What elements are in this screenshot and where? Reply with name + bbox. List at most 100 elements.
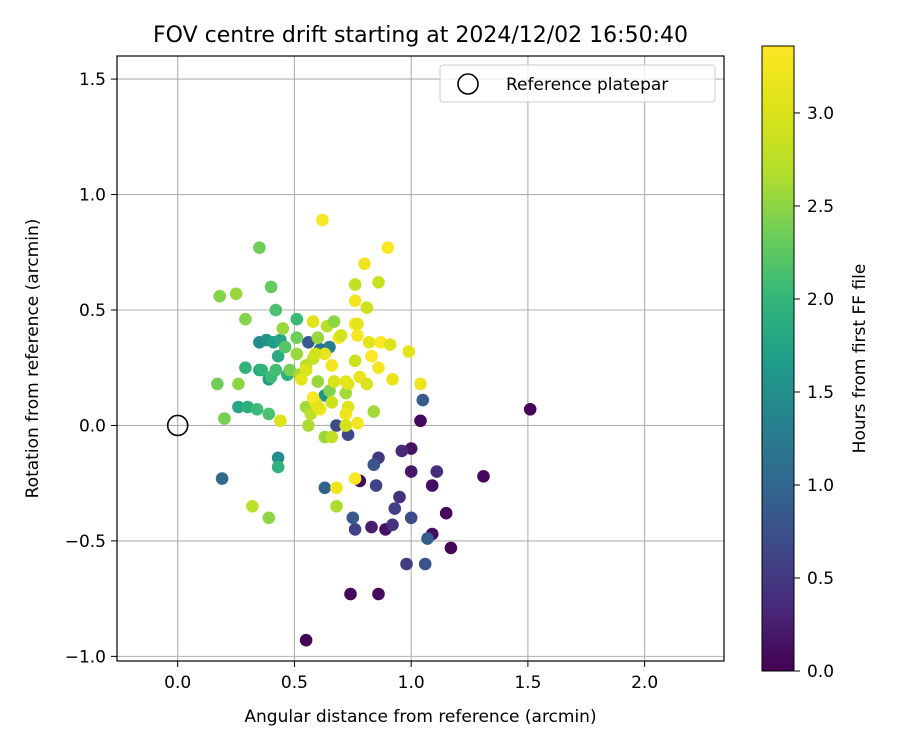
reference-platepar-point [166, 414, 189, 437]
y-tick-label: 1.5 [79, 70, 106, 90]
data-point [269, 303, 283, 317]
data-point [327, 315, 341, 328]
data-point [404, 511, 418, 525]
x-axis-label: Angular distance from reference (arcmin) [244, 707, 596, 727]
y-axis-ticks: −1.0 −0.5 0.0 0.5 1.0 1.5 [65, 70, 117, 667]
data-point [306, 315, 320, 328]
x-tick-label: 1.5 [514, 673, 541, 693]
data-point [367, 458, 381, 472]
x-tick-label: 0.5 [281, 673, 308, 693]
data-point [348, 523, 362, 536]
data-point [372, 587, 385, 601]
data-point [404, 442, 418, 455]
data-point [404, 465, 418, 478]
data-point [311, 331, 325, 345]
data-point [250, 403, 264, 416]
data-points [211, 213, 537, 647]
colorbar-tick-label: 3.0 [807, 104, 834, 124]
data-point [271, 451, 285, 465]
data-point [318, 347, 332, 361]
data-point [358, 257, 371, 271]
data-point [360, 377, 374, 391]
data-point [414, 414, 427, 428]
data-point [311, 375, 325, 388]
data-point [400, 557, 413, 571]
data-point [213, 289, 226, 303]
x-tick-label: 0.0 [164, 673, 191, 693]
data-point [439, 506, 453, 520]
data-point [290, 331, 304, 345]
legend-label-reference-platepar: Reference platepar [506, 75, 668, 95]
data-point [276, 322, 290, 335]
legend: Reference platepar [439, 64, 716, 103]
data-point [299, 633, 313, 647]
data-point [271, 349, 285, 363]
data-point [262, 511, 276, 525]
data-point [218, 412, 231, 425]
data-point [381, 241, 395, 254]
colorbar-tick-label: 2.0 [807, 290, 834, 310]
data-point [414, 377, 427, 391]
data-point [395, 444, 409, 458]
data-point [299, 363, 313, 377]
data-point [430, 465, 444, 478]
x-axis-ticks: 0.0 0.5 1.0 1.5 2.0 [164, 661, 658, 693]
x-tick-label: 2.0 [631, 673, 658, 693]
data-point [365, 349, 378, 363]
data-point [302, 336, 315, 349]
data-point [365, 520, 378, 534]
data-point [523, 403, 537, 416]
data-point [360, 301, 374, 315]
colorbar-ticks: 0.0 0.5 1.0 1.5 2.0 2.5 3.0 [794, 104, 834, 682]
colorbar-gradient [761, 45, 795, 672]
data-point [386, 518, 399, 532]
data-point [330, 500, 343, 513]
data-point [290, 312, 304, 326]
chart-title: FOV centre drift starting at 2024/12/02 … [153, 23, 688, 48]
colorbar-label: Hours from first FF file [850, 264, 870, 454]
data-point [274, 414, 287, 428]
data-point [351, 416, 364, 430]
legend-box [439, 64, 716, 103]
data-point [388, 502, 402, 515]
data-point [339, 407, 353, 421]
data-point [253, 241, 266, 254]
data-point [309, 347, 322, 361]
data-point [264, 280, 278, 294]
data-point [239, 312, 252, 326]
data-point [421, 532, 434, 545]
data-point [215, 472, 229, 485]
data-point [255, 363, 268, 377]
data-point [369, 479, 383, 492]
data-point [344, 587, 357, 601]
data-point [477, 470, 490, 483]
data-point [239, 361, 252, 375]
y-tick-label: 0.0 [79, 416, 106, 436]
data-point [325, 359, 339, 372]
data-point [351, 329, 364, 342]
data-point [290, 347, 304, 361]
y-tick-label: −1.0 [65, 647, 106, 667]
data-point [348, 278, 362, 291]
colorbar-tick-label: 1.5 [807, 383, 834, 403]
plot-frame [116, 55, 725, 662]
data-point [372, 361, 385, 375]
data-point [348, 354, 362, 368]
colorbar-tick-label: 2.5 [807, 197, 834, 217]
y-axis-label: Rotation from reference (arcmin) [23, 219, 43, 499]
data-point [311, 400, 325, 414]
data-point [393, 490, 406, 504]
data-point [418, 557, 432, 571]
colorbar: 0.0 0.5 1.0 1.5 2.0 2.5 3.0 Hours from first F… [761, 45, 870, 682]
colorbar-tick-label: 0.5 [807, 569, 834, 589]
data-point [425, 479, 439, 492]
y-tick-label: −0.5 [65, 532, 106, 552]
data-point [416, 393, 430, 407]
data-point [325, 396, 339, 409]
data-point [241, 400, 254, 414]
data-point [327, 375, 341, 388]
colorbar-tick-label: 1.0 [807, 476, 834, 496]
data-point [211, 377, 224, 391]
data-point [339, 375, 353, 388]
